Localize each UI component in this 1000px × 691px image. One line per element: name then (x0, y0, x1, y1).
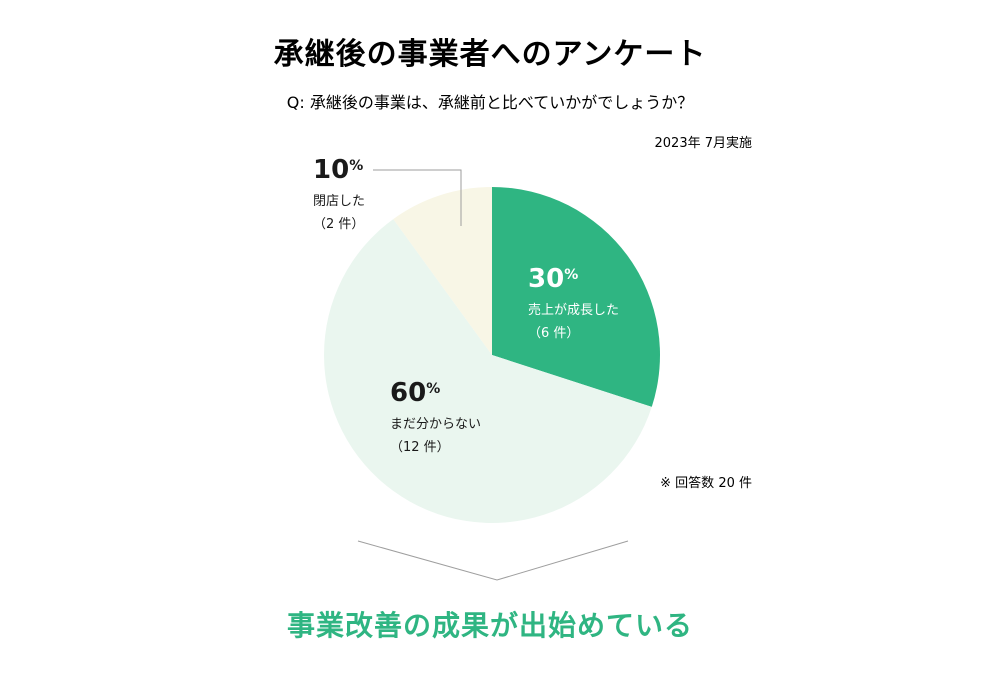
pct-label-closed: 10% (313, 155, 363, 185)
respondents-note: ※ 回答数 20 件 (660, 475, 752, 491)
conclusion-chevron (357, 540, 629, 581)
pie-slice-closed (393, 187, 492, 355)
count-label-growth: （6 件） (528, 326, 579, 341)
pie-labels: 30% 売上が成長した （6 件） 60% まだ分からない （12 件） 10% 閉店した （2… (313, 155, 619, 455)
chart-title: 承継後の事業者へのアンケート (274, 37, 707, 72)
pie-slice-growth (492, 187, 660, 407)
category-label-closed: 閉店した (313, 194, 365, 209)
pct-label-undecided: 60% (390, 378, 440, 408)
survey-date-note: 2023年 7月実施 (655, 135, 753, 151)
pct-label-growth: 30% (528, 264, 578, 294)
category-label-growth: 売上が成長した (528, 302, 619, 318)
count-label-undecided: （12 件） (390, 440, 450, 455)
count-label-closed: （2 件） (313, 217, 364, 232)
category-label-undecided: まだ分からない (390, 417, 481, 432)
pie-slice-undecided (323, 219, 652, 523)
chart-subtitle: Q: 承継後の事業は、承継前と比べていかがでしょうか？ (287, 93, 693, 112)
conclusion-text: 事業改善の成果が出始めている (287, 609, 693, 642)
leader-line-closed (373, 169, 462, 226)
pie-slices (323, 187, 660, 523)
